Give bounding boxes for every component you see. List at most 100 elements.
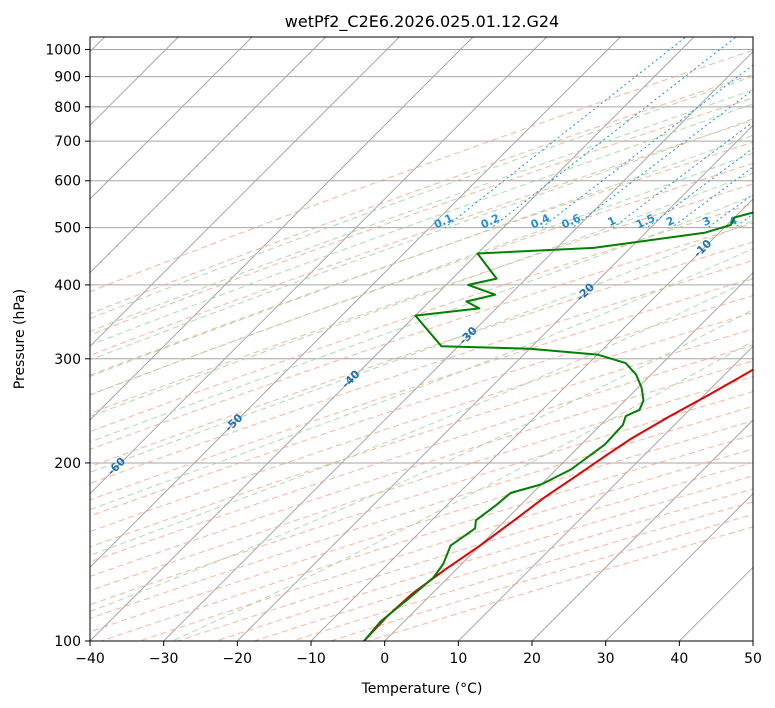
mixing-ratio-line [572, 89, 753, 228]
x-tick-label: 50 [744, 651, 762, 667]
isotherm-line [90, 37, 400, 348]
dry-adiabat [90, 344, 753, 563]
moist-adiabat [90, 89, 753, 333]
x-axis: −40 −30 −20 −10 0 10 20 30 40 50 [75, 641, 762, 667]
moist-adiabat [90, 195, 753, 443]
y-tick-label: 300 [54, 352, 81, 368]
dry-adiabat [90, 294, 753, 517]
y-axis-label: Pressure (hPa) [12, 289, 28, 389]
mixing-ratio-line [491, 37, 737, 228]
moist-adiabat [90, 247, 753, 511]
isotherm-line [310, 198, 753, 641]
y-tick-label: 1000 [45, 43, 81, 59]
dry-adiabat [90, 222, 753, 450]
dry-adiabat [368, 526, 753, 641]
y-tick-label: 400 [54, 278, 81, 294]
mixing-ratio-line [444, 37, 687, 228]
isotherm-label: -70 [0, 498, 11, 521]
x-tick-label: 20 [523, 651, 541, 667]
mixing-ratio-label: 0.2 [479, 211, 502, 231]
x-tick-label: 30 [597, 651, 615, 667]
isotherm-line [384, 271, 753, 641]
isotherm-line [90, 37, 695, 641]
dry-adiabat [90, 390, 753, 606]
y-axis: 100 200 300 400 500 600 700 800 900 1000 [45, 43, 90, 650]
isotherm-line [236, 124, 753, 641]
x-tick-label: −40 [75, 651, 105, 667]
y-tick-label: 500 [54, 221, 81, 237]
x-tick-label: −10 [296, 651, 326, 667]
isotherm-line [163, 50, 753, 641]
y-tick-label: 900 [54, 70, 81, 86]
isotherm-line [90, 37, 253, 200]
dry-adiabat-lines [90, 49, 753, 641]
y-tick-label: 100 [54, 634, 81, 650]
y-tick-label: 700 [54, 134, 81, 150]
dry-adiabat [90, 259, 753, 484]
dry-adiabat [90, 360, 753, 577]
dry-adiabat [90, 49, 753, 293]
isotherm-line [90, 37, 474, 421]
mixing-ratio-label: 1 [606, 214, 618, 229]
isotherm-label: -50 [222, 411, 245, 434]
mixing-ratio-label: 6 [766, 214, 775, 229]
dry-adiabat [90, 119, 753, 356]
temperature-profile-line [363, 368, 753, 641]
isotherm-grid [90, 37, 753, 641]
mixing-ratio-lines [444, 37, 753, 229]
mixing-ratio-label: 0.1 [432, 211, 455, 231]
dry-adiabat [90, 162, 753, 396]
mixing-ratio-line [671, 166, 753, 229]
dry-adiabat [90, 183, 753, 414]
isotherm-line [90, 37, 548, 495]
moist-adiabat [90, 152, 753, 396]
dewpoint-profile-line [363, 211, 753, 641]
isotherm-line [457, 345, 753, 641]
dry-adiabat [90, 73, 753, 315]
dry-adiabat [90, 141, 753, 376]
x-tick-label: −30 [149, 651, 179, 667]
mixing-ratio-line [541, 64, 753, 228]
x-tick-label: −20 [223, 651, 253, 667]
isotherm-line [605, 492, 753, 641]
dry-adiabat [90, 375, 753, 592]
x-tick-label: 40 [670, 651, 688, 667]
dry-adiabat [90, 328, 753, 548]
profile-series [363, 211, 753, 641]
isotherm-line [90, 37, 621, 569]
isotherm-line [531, 419, 753, 641]
y-tick-label: 600 [54, 174, 81, 190]
dry-adiabat [177, 461, 753, 641]
y-tick-label: 800 [54, 100, 81, 116]
moist-adiabat-lines [90, 75, 753, 641]
moist-adiabat [90, 172, 753, 418]
y-tick-label: 200 [54, 456, 81, 472]
moist-adiabat [90, 75, 753, 320]
moist-adiabat [90, 277, 753, 556]
mixing-ratio-label: 1.5 [634, 211, 657, 231]
dry-adiabat [90, 97, 753, 336]
plot-frame [89, 36, 754, 642]
mixing-ratio-label: 2 [664, 214, 676, 229]
x-tick-label: 10 [449, 651, 467, 667]
x-tick-label: 0 [380, 651, 389, 667]
isobar-grid [90, 49, 753, 641]
mixing-ratio-label: 3 [700, 214, 712, 229]
isotherm-line [678, 566, 753, 641]
mixing-ratio-line [612, 121, 753, 228]
mixing-ratio-label: 0.6 [560, 211, 583, 231]
dry-adiabat [90, 311, 753, 533]
x-axis-label: Temperature (°C) [361, 681, 483, 697]
isotherm-line [752, 640, 753, 641]
dry-adiabat [90, 277, 753, 501]
mixing-ratio-line [646, 147, 753, 228]
plot-area: -100-90-80-70-60-50-40-30-20-10010203040… [0, 37, 775, 641]
dry-adiabat [90, 405, 753, 619]
dry-adiabat [90, 241, 753, 468]
moist-adiabat [90, 220, 753, 473]
moist-adiabat [90, 118, 753, 361]
chart-title: wetPf2_C2E6.2026.025.01.12.G24 [285, 12, 559, 32]
isotherm-line [90, 37, 327, 274]
dry-adiabat [330, 513, 753, 641]
